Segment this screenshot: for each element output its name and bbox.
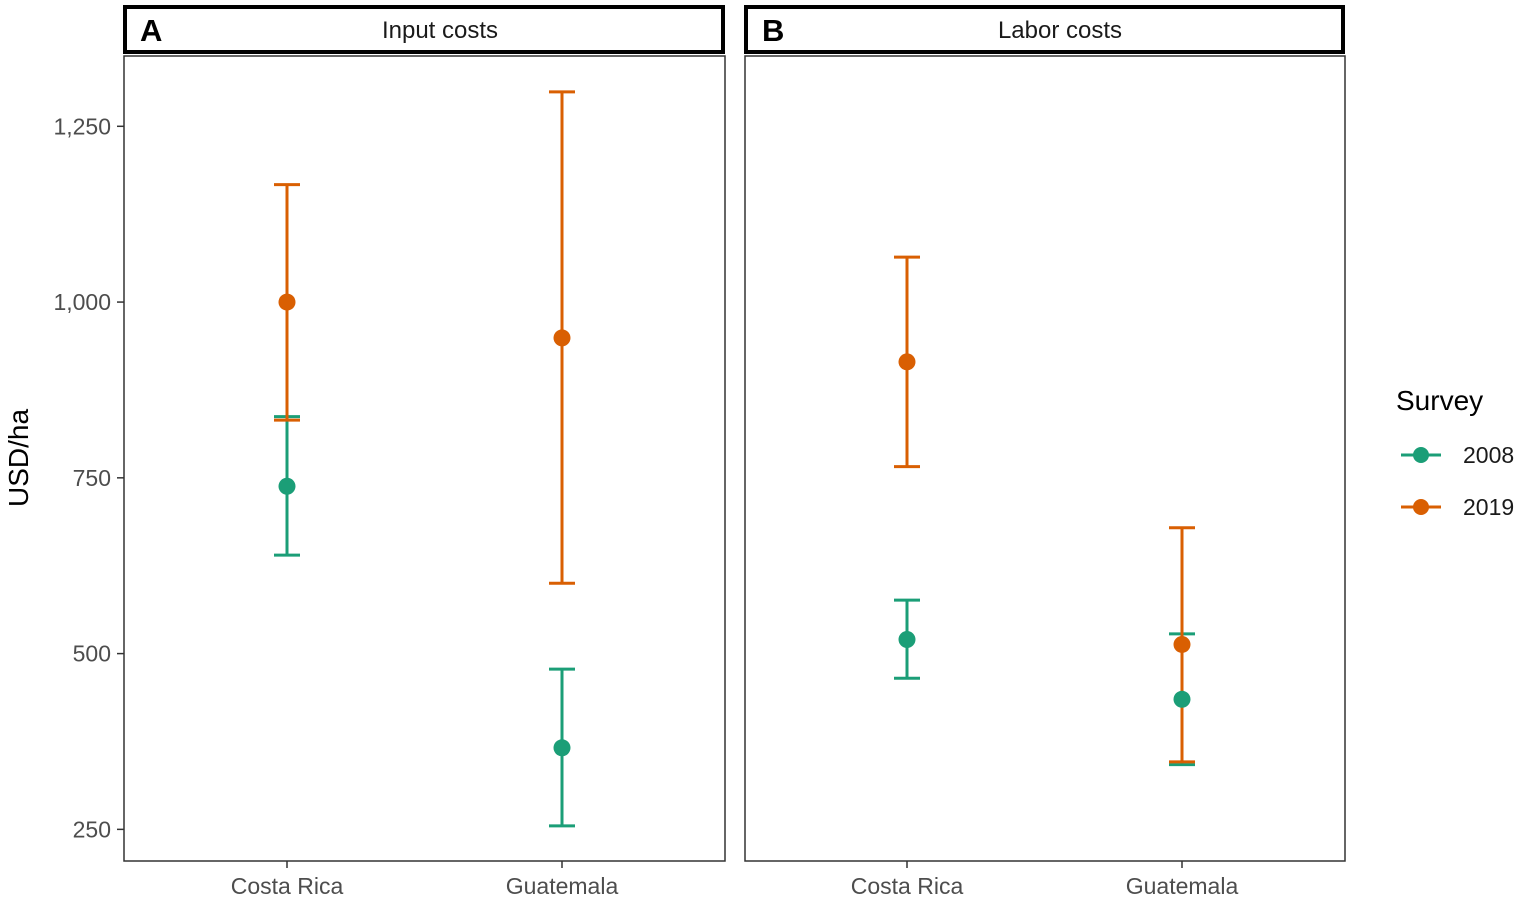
point-b-guatemala-2019 [1173,635,1191,653]
panel-a-letter: A [140,13,162,48]
y-tick-label-1250: 1,250 [53,113,111,139]
panel-a-marks [274,90,575,828]
panel-b-x-axis: Costa Rica Guatemala [851,861,1239,899]
point-a-guatemala-2008 [553,739,571,757]
point-a-costa-rica-2019 [278,293,296,311]
y-tick-label-500: 500 [73,641,111,667]
point-b-costa-rica-2008 [898,631,916,649]
x-tick-label-a-costa-rica: Costa Rica [231,873,344,899]
panel-b-strip [744,5,1345,54]
legend-label-2019: 2019 [1463,494,1514,520]
x-tick-label-a-guatemala: Guatemala [506,873,619,899]
point-a-costa-rica-2008 [278,477,296,495]
panel-a-plot-border [123,55,726,862]
panel-a-title: Input costs [382,17,498,44]
y-tick-label-750: 750 [73,465,111,491]
point-b-costa-rica-2019 [898,353,916,371]
legend-point-2019 [1413,499,1429,515]
legend-item-2019: 2019 [1401,494,1514,520]
panel-b-plot-border [744,55,1346,862]
point-b-guatemala-2008 [1173,690,1191,708]
legend: Survey 2008 2019 [1396,385,1514,520]
panel-a-y-axis: 250 500 750 1,000 1,250 [53,113,124,842]
x-tick-label-b-costa-rica: Costa Rica [851,873,964,899]
x-tick-label-b-guatemala: Guatemala [1126,873,1239,899]
legend-item-2008: 2008 [1401,442,1514,468]
y-axis-title: USD/ha [3,409,34,507]
panel-a: A Input costs 250 500 750 1,000 1,250 Costa … [53,5,726,899]
y-tick-label-250: 250 [73,816,111,842]
panel-b-letter: B [762,13,784,48]
point-a-guatemala-2019 [553,329,571,347]
legend-title: Survey [1396,385,1483,416]
panel-b: B Labor costs Costa Rica Guatemala [744,5,1346,899]
panel-a-strip [123,5,725,54]
panel-b-marks [894,255,1195,767]
legend-point-2008 [1413,447,1429,463]
legend-label-2008: 2008 [1463,442,1514,468]
y-tick-label-1000: 1,000 [53,289,111,315]
panel-a-x-axis: Costa Rica Guatemala [231,861,619,899]
panel-b-title: Labor costs [998,17,1122,44]
